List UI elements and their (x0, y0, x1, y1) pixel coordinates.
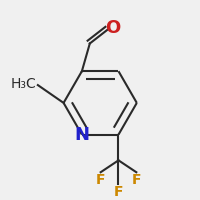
Text: F: F (132, 173, 141, 187)
Text: F: F (96, 173, 105, 187)
Text: O: O (105, 19, 120, 37)
Text: H₃C: H₃C (10, 77, 36, 91)
Text: N: N (74, 126, 89, 144)
Text: F: F (114, 185, 123, 199)
